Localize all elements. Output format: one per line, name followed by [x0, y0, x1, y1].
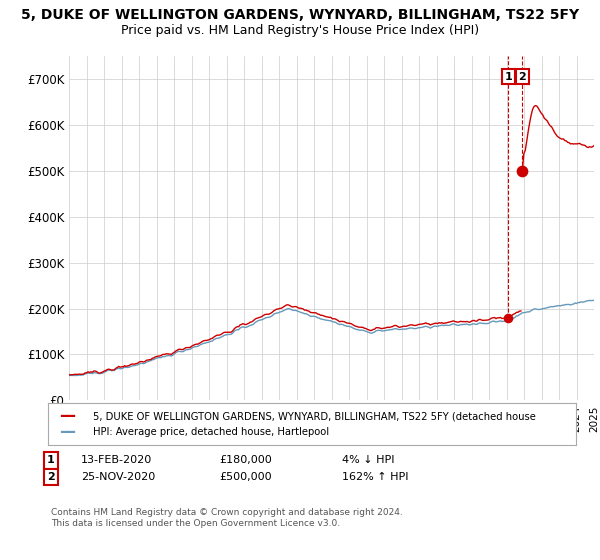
Text: 1: 1 — [505, 72, 512, 82]
Text: 13-FEB-2020: 13-FEB-2020 — [81, 455, 152, 465]
Text: 1: 1 — [47, 455, 55, 465]
Text: 2: 2 — [47, 472, 55, 482]
Point — [503, 313, 513, 322]
Text: 25-NOV-2020: 25-NOV-2020 — [81, 472, 155, 482]
Text: 4% ↓ HPI: 4% ↓ HPI — [342, 455, 395, 465]
Text: ━━: ━━ — [60, 409, 75, 423]
Text: 162% ↑ HPI: 162% ↑ HPI — [342, 472, 409, 482]
Text: HPI: Average price, detached house, Hartlepool: HPI: Average price, detached house, Hart… — [93, 427, 329, 437]
Point — [517, 166, 527, 175]
Text: Price paid vs. HM Land Registry's House Price Index (HPI): Price paid vs. HM Land Registry's House … — [121, 24, 479, 36]
Text: 5, DUKE OF WELLINGTON GARDENS, WYNYARD, BILLINGHAM, TS22 5FY (detached house: 5, DUKE OF WELLINGTON GARDENS, WYNYARD, … — [93, 411, 536, 421]
Text: ━━: ━━ — [60, 426, 75, 439]
Text: 5, DUKE OF WELLINGTON GARDENS, WYNYARD, BILLINGHAM, TS22 5FY: 5, DUKE OF WELLINGTON GARDENS, WYNYARD, … — [21, 8, 579, 22]
Text: £180,000: £180,000 — [219, 455, 272, 465]
Text: £500,000: £500,000 — [219, 472, 272, 482]
Text: Contains HM Land Registry data © Crown copyright and database right 2024.
This d: Contains HM Land Registry data © Crown c… — [51, 508, 403, 528]
Text: 2: 2 — [518, 72, 526, 82]
